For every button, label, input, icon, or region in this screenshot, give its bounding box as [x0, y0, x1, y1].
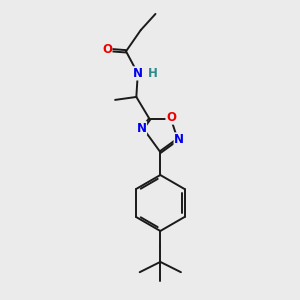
- Text: H: H: [148, 67, 158, 80]
- Text: N: N: [136, 122, 146, 135]
- Text: N: N: [174, 133, 184, 146]
- Text: N: N: [133, 67, 143, 80]
- Text: O: O: [166, 111, 176, 124]
- Text: O: O: [102, 43, 112, 56]
